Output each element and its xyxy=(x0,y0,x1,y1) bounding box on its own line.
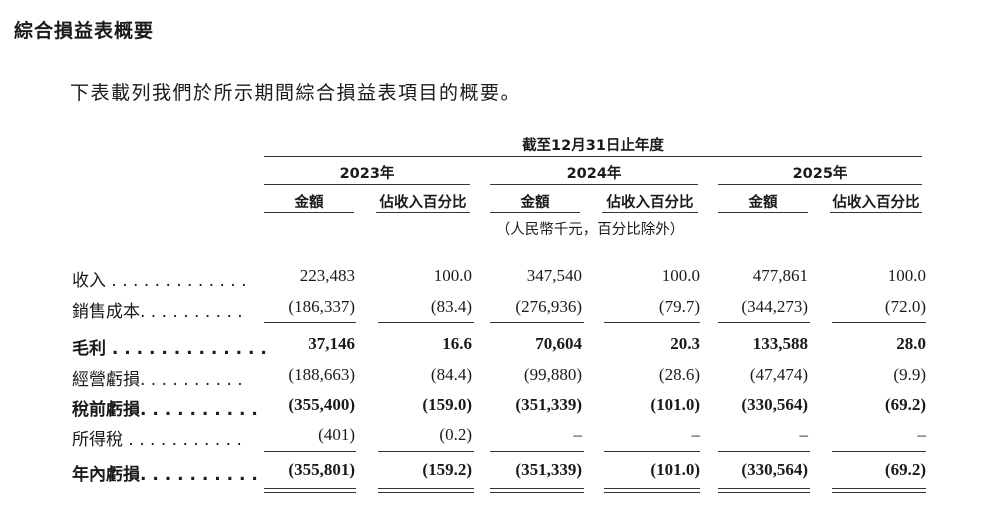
column-rule xyxy=(718,212,808,213)
total-double-rule xyxy=(604,492,700,493)
total-double-rule xyxy=(490,492,584,493)
total-double-rule xyxy=(490,488,584,489)
table-cell: (28.6) xyxy=(658,365,700,384)
column-rule xyxy=(602,212,698,213)
row-label: 毛利 . . . . . . . . . . . . . xyxy=(72,339,267,359)
subtotal-rule xyxy=(490,322,584,323)
table-cell: (330,564) xyxy=(741,395,808,414)
table-cell: (83.4) xyxy=(430,297,472,316)
table-cell: 223,483 xyxy=(299,266,355,285)
table-cell: (344,273) xyxy=(741,297,808,316)
year-rule xyxy=(264,184,470,185)
table-cell: – xyxy=(799,425,809,444)
table-cell: 100.0 xyxy=(661,266,700,285)
table-cell: (72.0) xyxy=(884,297,926,316)
table-cell: 477,861 xyxy=(752,266,808,285)
table-cell: (351,339) xyxy=(515,395,582,414)
row-label: 年內虧損. . . . . . . . . . xyxy=(72,465,258,485)
total-double-rule xyxy=(604,488,700,489)
year-header: 2024年 xyxy=(566,166,622,182)
table-cell: (401) xyxy=(318,425,355,444)
table-cell: (69.2) xyxy=(884,395,926,414)
table-cell: (276,936) xyxy=(515,297,582,316)
total-double-rule xyxy=(378,492,474,493)
table-cell: – xyxy=(691,425,701,444)
subtotal-rule xyxy=(832,451,926,452)
subtotal-rule xyxy=(378,322,474,323)
year-header: 2025年 xyxy=(792,166,848,182)
table-cell: (84.4) xyxy=(430,365,472,384)
percent-column-header: 佔收入百分比 xyxy=(832,195,920,211)
header-rule xyxy=(264,156,922,157)
table-cell: (99,880) xyxy=(523,365,582,384)
row-label: 經營虧損. . . . . . . . . . xyxy=(72,370,243,390)
year-header: 2023年 xyxy=(339,166,395,182)
column-rule xyxy=(490,212,580,213)
amount-column-header: 金額 xyxy=(520,195,550,211)
total-double-rule xyxy=(832,492,926,493)
table-cell: 70,604 xyxy=(535,334,582,353)
year-rule xyxy=(718,184,922,185)
column-rule xyxy=(264,212,354,213)
row-label: 稅前虧損. . . . . . . . . . xyxy=(72,400,258,420)
table-cell: (186,337) xyxy=(288,297,355,316)
table-cell: (69.2) xyxy=(884,460,926,479)
subtotal-rule xyxy=(264,451,356,452)
period-header: 截至12月31日止年度 xyxy=(522,138,664,154)
section-title: 綜合損益表概要 xyxy=(14,20,155,42)
table-cell: (159.0) xyxy=(422,395,472,414)
table-cell: (9.9) xyxy=(893,365,926,384)
total-double-rule xyxy=(718,488,810,489)
table-cell: 347,540 xyxy=(526,266,582,285)
amount-column-header: 金額 xyxy=(748,195,778,211)
subtotal-rule xyxy=(718,322,810,323)
percent-column-header: 佔收入百分比 xyxy=(379,195,467,211)
amount-column-header: 金額 xyxy=(294,195,324,211)
table-cell: (355,801) xyxy=(288,460,355,479)
column-rule xyxy=(830,212,922,213)
row-label: 所得稅 . . . . . . . . . . . xyxy=(72,430,242,450)
table-cell: 20.3 xyxy=(670,334,700,353)
subtotal-rule xyxy=(604,322,700,323)
row-label: 收入 . . . . . . . . . . . . . xyxy=(72,271,247,291)
unit-note: （人民幣千元，百分比除外） xyxy=(495,222,685,238)
subtotal-rule xyxy=(264,322,356,323)
table-cell: – xyxy=(917,425,927,444)
table-cell: (188,663) xyxy=(288,365,355,384)
total-double-rule xyxy=(718,492,810,493)
total-double-rule xyxy=(264,488,356,489)
table-cell: (47,474) xyxy=(749,365,808,384)
table-cell: 37,146 xyxy=(308,334,355,353)
table-cell: 16.6 xyxy=(442,334,472,353)
percent-column-header: 佔收入百分比 xyxy=(606,195,694,211)
table-cell: 133,588 xyxy=(752,334,808,353)
intro-text: 下表載列我們於所示期間綜合損益表項目的概要。 xyxy=(70,82,522,104)
total-double-rule xyxy=(264,492,356,493)
row-label: 銷售成本. . . . . . . . . . xyxy=(72,302,243,322)
subtotal-rule xyxy=(490,451,584,452)
column-rule xyxy=(376,212,470,213)
table-cell: (101.0) xyxy=(650,460,700,479)
table-cell: 100.0 xyxy=(433,266,472,285)
subtotal-rule xyxy=(604,451,700,452)
table-cell: (0.2) xyxy=(439,425,472,444)
table-cell: (159.2) xyxy=(422,460,472,479)
table-cell: 28.0 xyxy=(896,334,926,353)
table-cell: (351,339) xyxy=(515,460,582,479)
subtotal-rule xyxy=(832,322,926,323)
table-cell: 100.0 xyxy=(887,266,926,285)
table-cell: (355,400) xyxy=(288,395,355,414)
table-cell: (79.7) xyxy=(658,297,700,316)
subtotal-rule xyxy=(378,451,474,452)
table-cell: (101.0) xyxy=(650,395,700,414)
year-rule xyxy=(490,184,698,185)
subtotal-rule xyxy=(718,451,810,452)
total-double-rule xyxy=(378,488,474,489)
table-cell: (330,564) xyxy=(741,460,808,479)
total-double-rule xyxy=(832,488,926,489)
table-cell: – xyxy=(573,425,583,444)
